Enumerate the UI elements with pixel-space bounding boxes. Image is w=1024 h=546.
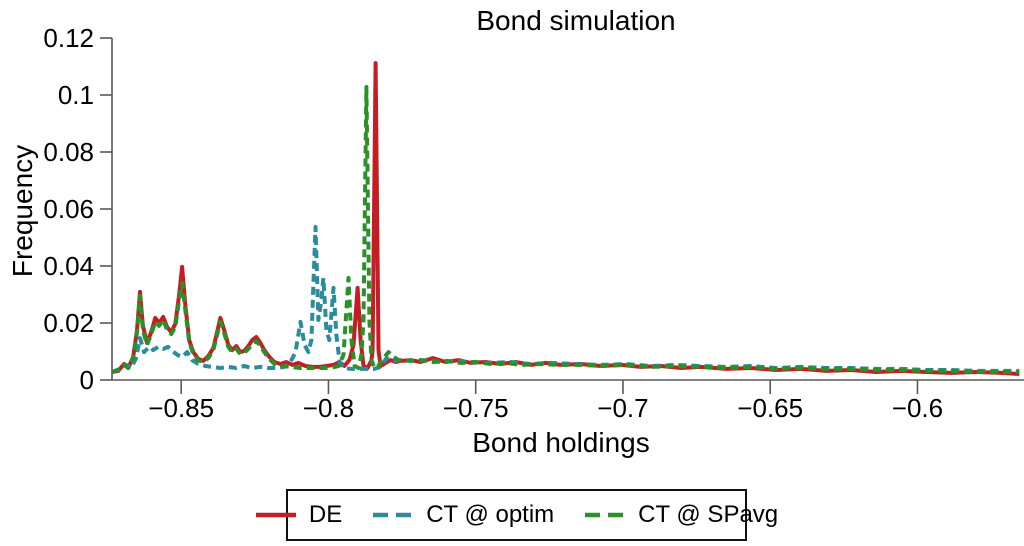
legend-item-ct-optim: CT @ optim xyxy=(372,501,554,529)
series-lines xyxy=(111,61,1020,376)
y-tick-label: 0.08 xyxy=(43,137,94,167)
y-tick-label: 0 xyxy=(80,365,94,395)
axes: 0 0.02 0.04 0.06 0.08 0.1 0.12 −0.85 −0.8 −0.75 −0… xyxy=(43,23,1024,423)
legend-box: DE CT @ optim CT @ SPavg xyxy=(255,489,778,541)
legend-item-de: DE xyxy=(255,501,342,529)
y-tick-label: 0.04 xyxy=(43,251,94,281)
legend-item-ct-spavg: CT @ SPavg xyxy=(584,501,778,529)
y-tick-label: 0.06 xyxy=(43,194,94,224)
x-tick-label: −0.65 xyxy=(737,393,803,423)
x-tick-label: −0.6 xyxy=(892,393,943,423)
series-line-ct-spavg xyxy=(111,85,1020,374)
legend-line-swatch xyxy=(373,512,414,518)
y-tick-label: 0.02 xyxy=(43,308,94,338)
legend-label: CT @ SPavg xyxy=(638,501,779,528)
x-tick-label: −0.7 xyxy=(597,393,648,423)
x-tick-label: −0.75 xyxy=(443,393,509,423)
y-tick-label: 0.12 xyxy=(43,23,94,53)
chart-title: Bond simulation xyxy=(476,5,675,36)
legend-line-swatch xyxy=(255,512,296,518)
x-tick-label: −0.8 xyxy=(303,393,354,423)
y-axis-label: Frequency xyxy=(7,145,38,277)
x-axis-label: Bond holdings xyxy=(472,427,649,458)
series-line-de xyxy=(111,61,1020,376)
legend-label: CT @ optim xyxy=(426,501,555,528)
x-tick-label: −0.85 xyxy=(148,393,214,423)
y-tick-label: 0.1 xyxy=(58,80,94,110)
legend-line-swatch xyxy=(585,512,626,518)
legend-label: DE xyxy=(308,501,343,528)
